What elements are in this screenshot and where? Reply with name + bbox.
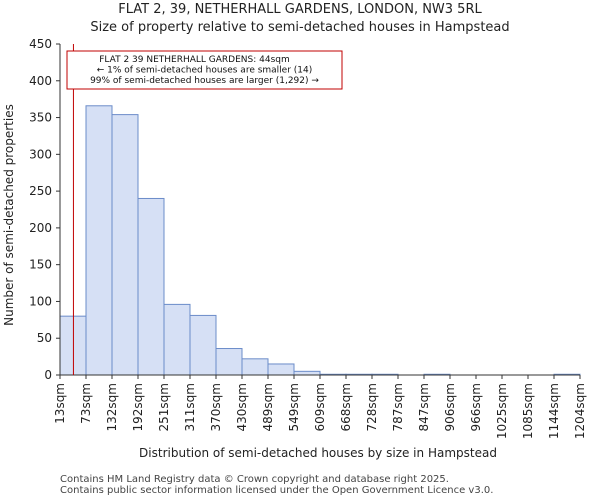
- y-tick-label: 300: [29, 147, 52, 161]
- y-tick-label: 150: [29, 258, 52, 272]
- histogram-bar: [215, 348, 243, 376]
- x-tick-label: 549sqm: [287, 383, 301, 431]
- x-axis-label: Distribution of semi-detached houses by …: [139, 446, 497, 460]
- x-tick-label: 311sqm: [183, 383, 197, 431]
- histogram-bar: [85, 105, 113, 376]
- y-tick-label: 400: [29, 74, 52, 88]
- x-tick-label: 847sqm: [417, 383, 431, 431]
- x-tick-label: 370sqm: [209, 383, 223, 431]
- histogram-bar: [267, 363, 295, 376]
- x-tick-label: 728sqm: [365, 383, 379, 431]
- bars-group: [59, 105, 581, 376]
- x-tick-label: 489sqm: [261, 383, 275, 431]
- histogram-bar: [241, 358, 269, 376]
- x-tick-label: 73sqm: [79, 383, 93, 424]
- histogram-bar: [163, 303, 191, 376]
- chart-title: FLAT 2, 39, NETHERHALL GARDENS, LONDON, …: [118, 2, 482, 17]
- footer-copyright: Contains HM Land Registry data © Crown c…: [60, 474, 449, 485]
- y-tick-label: 0: [44, 368, 52, 382]
- footer-licence: Contains public sector information licen…: [60, 485, 494, 496]
- y-tick-label: 100: [29, 294, 52, 308]
- annotation-box: [66, 50, 343, 90]
- x-tick-label: 1025sqm: [495, 383, 509, 439]
- histogram-bar: [293, 370, 321, 376]
- y-tick-label: 350: [29, 111, 52, 125]
- histogram-bar: [189, 314, 217, 376]
- annotation-line: ← 1% of semi-detached houses are smaller…: [97, 66, 313, 76]
- marker-group: FLAT 2 39 NETHERHALL GARDENS: 44sqm← 1% …: [66, 44, 343, 375]
- chart-subtitle: Size of property relative to semi-detach…: [90, 20, 510, 35]
- annotation-line: 99% of semi-detached houses are larger (…: [90, 76, 319, 86]
- annotation-line: FLAT 2 39 NETHERHALL GARDENS: 44sqm: [99, 55, 290, 65]
- x-tick-label: 251sqm: [157, 383, 171, 431]
- axes-group: 0 50 100 150 200 250 300 350 400 450 13sqm 73sqm 132…: [29, 37, 587, 439]
- x-tick-label: 132sqm: [105, 383, 119, 431]
- x-tick-label: 609sqm: [313, 383, 327, 431]
- histogram-bar: [111, 114, 139, 376]
- x-tick-label: 1204sqm: [573, 383, 587, 439]
- y-axis-label: Number of semi-detached properties: [2, 104, 16, 326]
- y-tick-label: 450: [29, 37, 52, 51]
- x-tick-label: 192sqm: [131, 383, 145, 431]
- y-tick-label: 250: [29, 184, 52, 198]
- x-tick-label: 1085sqm: [521, 383, 535, 439]
- y-tick-label: 50: [37, 331, 52, 345]
- x-tick-label: 966sqm: [469, 383, 483, 431]
- x-tick-label: 1144sqm: [547, 383, 561, 439]
- histogram-bar: [137, 197, 165, 376]
- y-tick-label: 200: [29, 221, 52, 235]
- x-tick-label: 906sqm: [443, 383, 457, 431]
- x-tick-label: 668sqm: [339, 383, 353, 431]
- x-tick-label: 430sqm: [235, 383, 249, 431]
- x-tick-label: 13sqm: [53, 383, 67, 424]
- x-tick-label: 787sqm: [391, 383, 405, 431]
